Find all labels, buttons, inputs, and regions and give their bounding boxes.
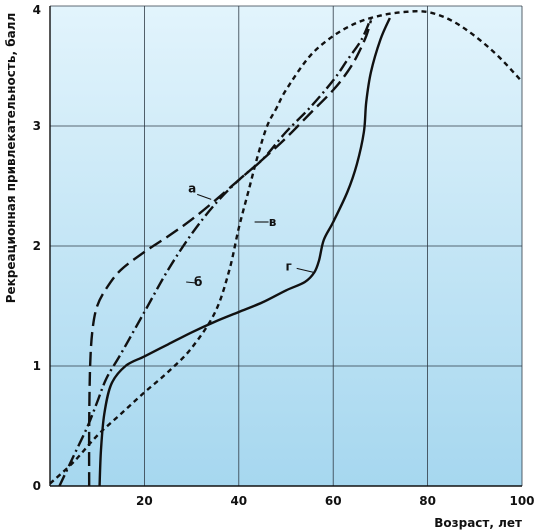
- x-tick-label-2: 60: [325, 494, 342, 508]
- x-tick-label-4: 100: [509, 494, 534, 508]
- series-label-2: в: [269, 215, 277, 229]
- series-label-leader-0: [197, 193, 212, 200]
- series-labels: а б в г: [186, 181, 314, 289]
- series-line-1: [58, 17, 373, 487]
- series-line-3: [98, 17, 391, 487]
- y-tick-label-3: 3: [33, 119, 41, 133]
- y-tick-label-0: 0: [33, 479, 41, 493]
- x-tick-label-1: 40: [230, 494, 247, 508]
- series-label-leader-3: [296, 267, 314, 273]
- y-tick-label-1: 1: [33, 359, 41, 373]
- y-tick-label-2: 2: [33, 239, 41, 253]
- x-axis-title: Возраст, лет: [434, 516, 522, 530]
- y-tick-labels: 0 1 2 3 4: [33, 3, 41, 493]
- y-tick-label-4: 4: [33, 3, 41, 17]
- x-tick-label-3: 80: [419, 494, 436, 508]
- x-tick-label-0: 20: [136, 494, 153, 508]
- x-tick-labels: 20 40 60 80 100: [136, 494, 534, 508]
- series-label-0: а: [188, 181, 196, 195]
- series-label-1: б: [194, 275, 202, 289]
- series-group: [49, 10, 523, 487]
- axes: [49, 6, 522, 487]
- series-line-2: [49, 10, 523, 485]
- series-line-0: [87, 20, 373, 487]
- y-axis-title: Рекреационная привлекательность, балл: [4, 13, 18, 304]
- series-label-leader-1: [186, 281, 197, 284]
- series-label-3: г: [286, 259, 292, 273]
